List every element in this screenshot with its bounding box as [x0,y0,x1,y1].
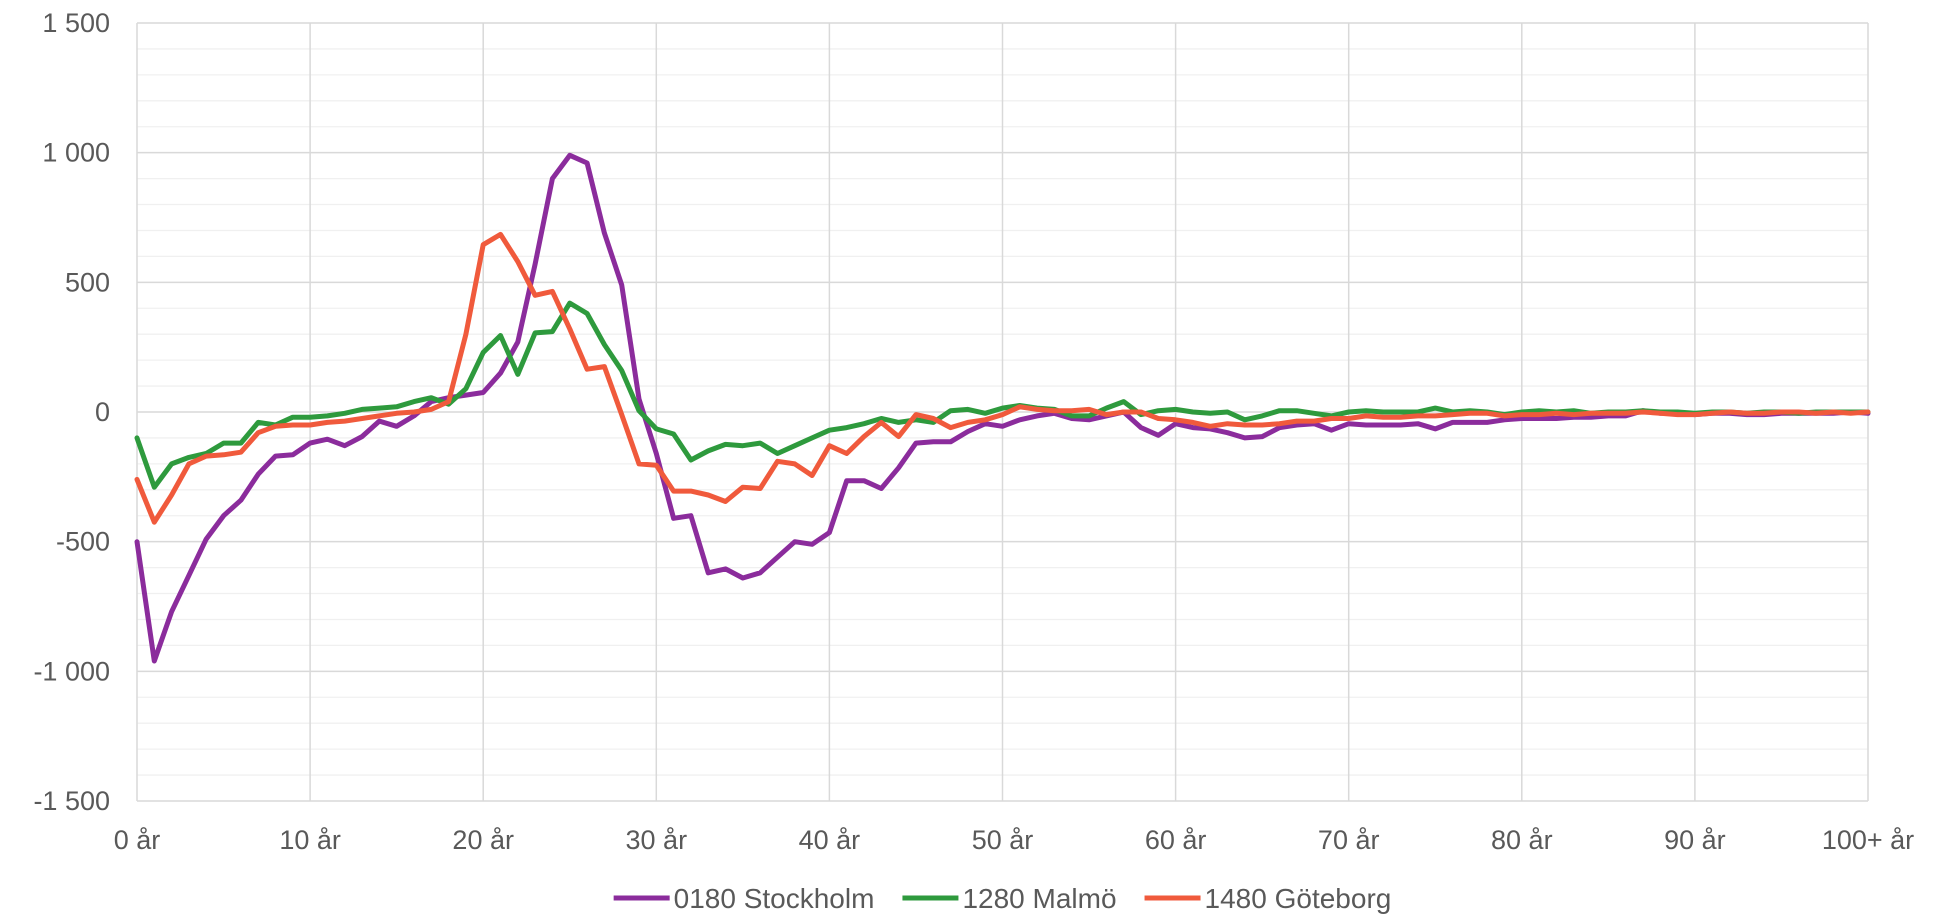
y-axis: 1 500 1 000 500 0 -500 -1 000 -1 500 [33,8,110,816]
x-tick-label: 30 år [626,825,688,855]
x-tick-label: 20 år [452,825,514,855]
y-tick-label: -1 500 [33,786,110,816]
x-tick-label: 0 år [114,825,161,855]
x-tick-label: 40 år [799,825,861,855]
x-tick-label: 60 år [1145,825,1207,855]
series-line-1480-g-teborg [134,231,1871,525]
legend-label: 1280 Malmö [962,883,1116,914]
x-tick-label: 100+ år [1822,825,1914,855]
x-tick-label: 90 år [1664,825,1726,855]
y-tick-label: 1 500 [42,8,110,38]
series-line-0180-stockholm [134,152,1871,664]
x-tick-label: 10 år [279,825,341,855]
x-tick-label: 70 år [1318,825,1380,855]
x-tick-label: 80 år [1491,825,1553,855]
major-gridlines [136,22,1869,802]
series-lines [134,152,1871,664]
x-tick-label: 50 år [972,825,1034,855]
series-line-1280-malm [134,300,1871,490]
y-tick-label: 500 [65,267,110,297]
y-tick-label: -1 000 [33,656,110,686]
y-tick-label: 1 000 [42,138,110,168]
y-tick-label: 0 [95,397,110,427]
legend: 0180 Stockholm 1280 Malmö 1480 Göteborg [613,883,1392,914]
y-tick-label: -500 [56,527,110,557]
legend-label: 1480 Göteborg [1205,883,1392,914]
x-axis: 0 år 10 år 20 år 30 år 40 år 50 år 60 år 70 år 8… [114,825,1914,855]
legend-label: 0180 Stockholm [674,883,875,914]
